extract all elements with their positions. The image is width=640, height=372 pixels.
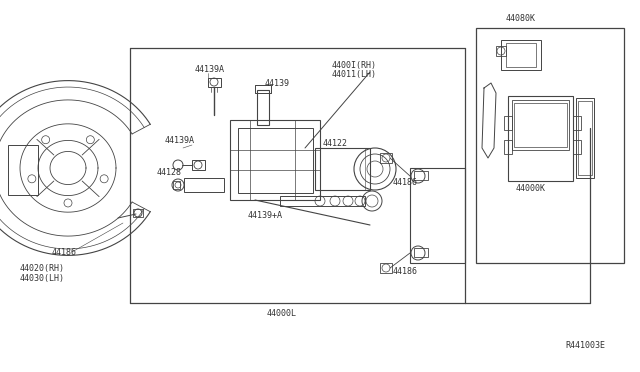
Bar <box>230 120 320 200</box>
Text: 44186: 44186 <box>52 247 77 257</box>
Bar <box>208 78 221 87</box>
Text: 44000L: 44000L <box>267 308 297 317</box>
Bar <box>504 116 512 130</box>
Text: 44011(LH): 44011(LH) <box>332 70 377 78</box>
Text: 44186: 44186 <box>393 177 418 186</box>
Bar <box>414 248 428 257</box>
Text: 44020(RH): 44020(RH) <box>20 263 65 273</box>
Bar <box>514 103 567 147</box>
Bar <box>255 85 271 93</box>
Bar <box>576 98 594 178</box>
Text: 4400I(RH): 4400I(RH) <box>332 61 377 70</box>
Bar <box>238 128 313 193</box>
Text: 44122: 44122 <box>323 138 348 148</box>
Bar <box>184 178 224 192</box>
Bar <box>414 171 428 180</box>
Bar <box>501 40 541 70</box>
Bar <box>512 100 569 150</box>
Bar <box>133 209 143 217</box>
Bar <box>506 43 536 67</box>
Text: 44000K: 44000K <box>516 183 546 192</box>
Bar <box>508 96 573 181</box>
Text: 44030(LH): 44030(LH) <box>20 273 65 282</box>
Text: 44139+A: 44139+A <box>248 211 283 219</box>
Bar <box>573 116 581 130</box>
Bar <box>410 168 465 263</box>
Bar <box>476 28 624 263</box>
Bar <box>380 263 392 273</box>
Bar <box>573 140 581 154</box>
Bar <box>496 46 506 56</box>
Text: 44139A: 44139A <box>195 64 225 74</box>
Text: 44139: 44139 <box>265 78 290 87</box>
Text: 44139A: 44139A <box>165 135 195 144</box>
Text: 44128: 44128 <box>157 167 182 176</box>
Bar <box>257 90 269 125</box>
Text: 44080K: 44080K <box>506 13 536 22</box>
Text: R441003E: R441003E <box>565 340 605 350</box>
Text: 44186: 44186 <box>393 267 418 276</box>
Bar <box>578 101 592 175</box>
Bar <box>280 196 365 206</box>
Bar <box>504 140 512 154</box>
Bar <box>8 145 38 195</box>
Bar <box>315 148 370 190</box>
Bar <box>192 160 205 170</box>
Bar <box>173 181 180 189</box>
Bar <box>380 153 392 163</box>
